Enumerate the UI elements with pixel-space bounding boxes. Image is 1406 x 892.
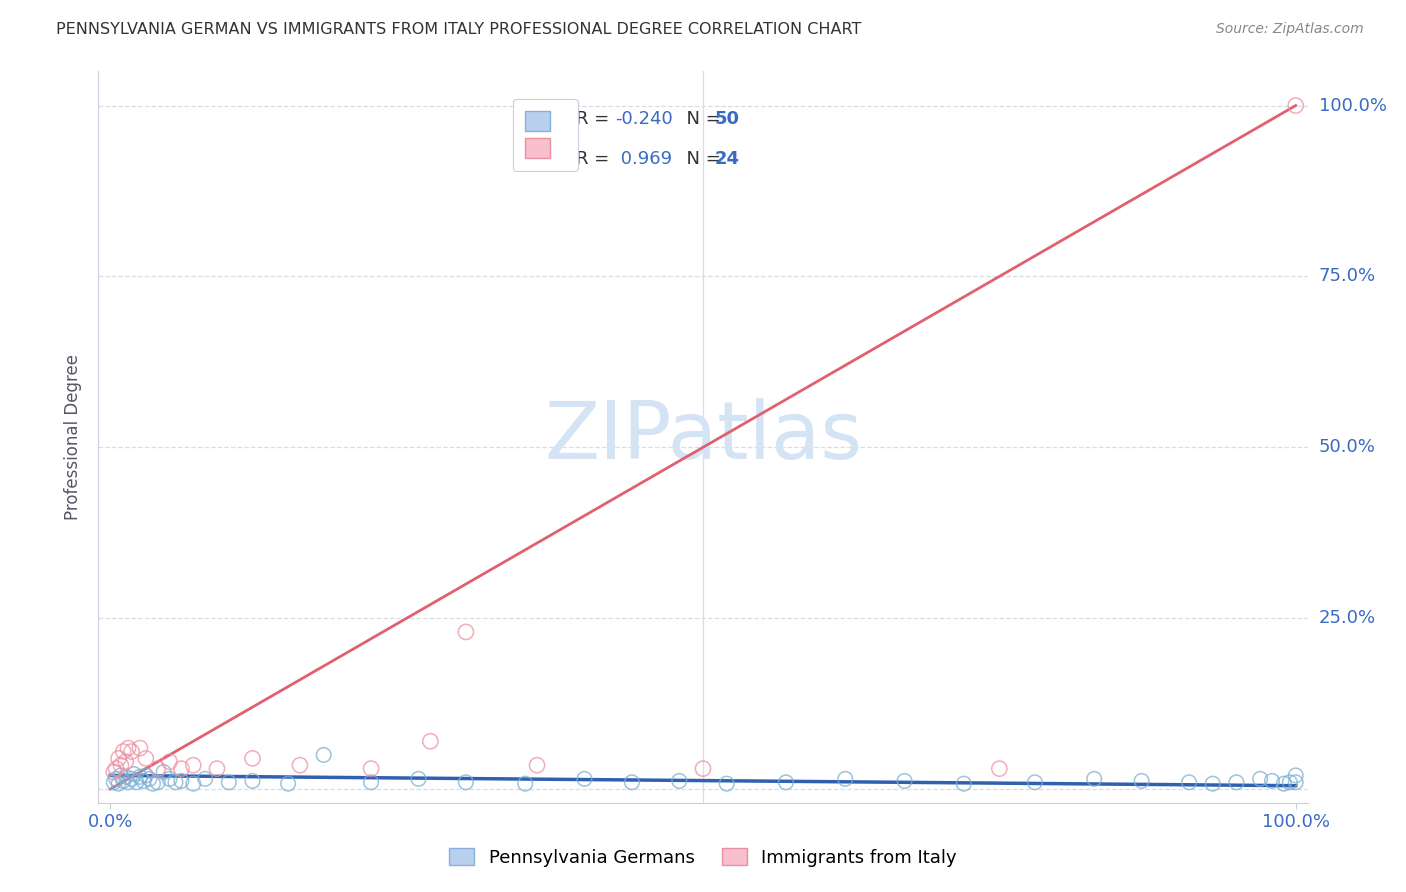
Text: 0.969: 0.969 — [614, 150, 672, 168]
Point — [117, 775, 139, 789]
Point — [117, 741, 139, 756]
Point — [952, 777, 974, 791]
Point — [152, 765, 174, 780]
Point — [110, 758, 132, 772]
Text: 50.0%: 50.0% — [1319, 438, 1375, 457]
Point — [110, 768, 132, 782]
Text: 75.0%: 75.0% — [1319, 268, 1376, 285]
Text: R =: R = — [576, 150, 614, 168]
Point — [988, 762, 1011, 776]
Point — [105, 772, 128, 786]
Point — [454, 775, 477, 789]
Point — [135, 751, 157, 765]
Text: -0.240: -0.240 — [614, 110, 672, 128]
Point — [574, 772, 596, 786]
Point — [277, 777, 299, 791]
Text: PENNSYLVANIA GERMAN VS IMMIGRANTS FROM ITALY PROFESSIONAL DEGREE CORRELATION CHA: PENNSYLVANIA GERMAN VS IMMIGRANTS FROM I… — [56, 22, 862, 37]
Point — [218, 775, 240, 789]
Point — [1178, 775, 1201, 789]
Point — [288, 758, 311, 772]
Point — [159, 772, 181, 786]
Point — [1261, 773, 1284, 788]
Text: ZIPatlas: ZIPatlas — [544, 398, 862, 476]
Point — [692, 762, 714, 776]
Point — [146, 762, 169, 776]
Y-axis label: Professional Degree: Professional Degree — [65, 354, 83, 520]
Point — [105, 762, 128, 776]
Point — [114, 755, 136, 769]
Text: 24: 24 — [716, 150, 740, 168]
Point — [454, 624, 477, 639]
Point — [419, 734, 441, 748]
Point — [893, 773, 915, 788]
Text: 50: 50 — [716, 110, 740, 128]
Point — [1285, 98, 1308, 112]
Point — [1202, 777, 1225, 791]
Point — [526, 758, 548, 772]
Point — [103, 775, 125, 789]
Point — [775, 775, 797, 789]
Legend: , : , — [513, 99, 578, 171]
Point — [620, 775, 643, 789]
Point — [114, 770, 136, 784]
Point — [112, 745, 135, 759]
Text: N =: N = — [675, 110, 727, 128]
Point — [165, 775, 187, 789]
Point — [122, 767, 145, 781]
Text: N =: N = — [675, 150, 727, 168]
Point — [129, 770, 152, 784]
Point — [834, 772, 856, 786]
Point — [1278, 775, 1301, 789]
Text: R =: R = — [576, 110, 614, 128]
Point — [132, 773, 155, 788]
Point — [242, 751, 264, 765]
Point — [408, 772, 430, 786]
Point — [716, 777, 738, 791]
Point — [1225, 775, 1247, 789]
Point — [121, 745, 143, 759]
Point — [360, 775, 382, 789]
Point — [103, 765, 125, 780]
Point — [181, 758, 204, 772]
Point — [205, 762, 228, 776]
Text: 25.0%: 25.0% — [1319, 609, 1376, 627]
Point — [170, 762, 193, 776]
Point — [1285, 775, 1308, 789]
Point — [159, 755, 181, 769]
Point — [107, 777, 129, 791]
Point — [129, 741, 152, 756]
Point — [1130, 773, 1153, 788]
Point — [515, 777, 537, 791]
Point — [121, 772, 143, 786]
Point — [360, 762, 382, 776]
Point — [242, 773, 264, 788]
Point — [181, 777, 204, 791]
Point — [1083, 772, 1105, 786]
Point — [1249, 772, 1271, 786]
Point — [668, 773, 690, 788]
Point — [1024, 775, 1046, 789]
Point — [194, 772, 217, 786]
Point — [138, 772, 160, 786]
Legend: Pennsylvania Germans, Immigrants from Italy: Pennsylvania Germans, Immigrants from It… — [441, 841, 965, 874]
Text: Source: ZipAtlas.com: Source: ZipAtlas.com — [1216, 22, 1364, 37]
Point — [142, 777, 165, 791]
Point — [1285, 768, 1308, 782]
Point — [112, 773, 135, 788]
Point — [1272, 777, 1295, 791]
Text: 100.0%: 100.0% — [1319, 96, 1386, 114]
Point — [135, 768, 157, 782]
Point — [125, 775, 148, 789]
Point — [146, 775, 169, 789]
Point — [107, 751, 129, 765]
Point — [170, 773, 193, 788]
Point — [312, 747, 335, 762]
